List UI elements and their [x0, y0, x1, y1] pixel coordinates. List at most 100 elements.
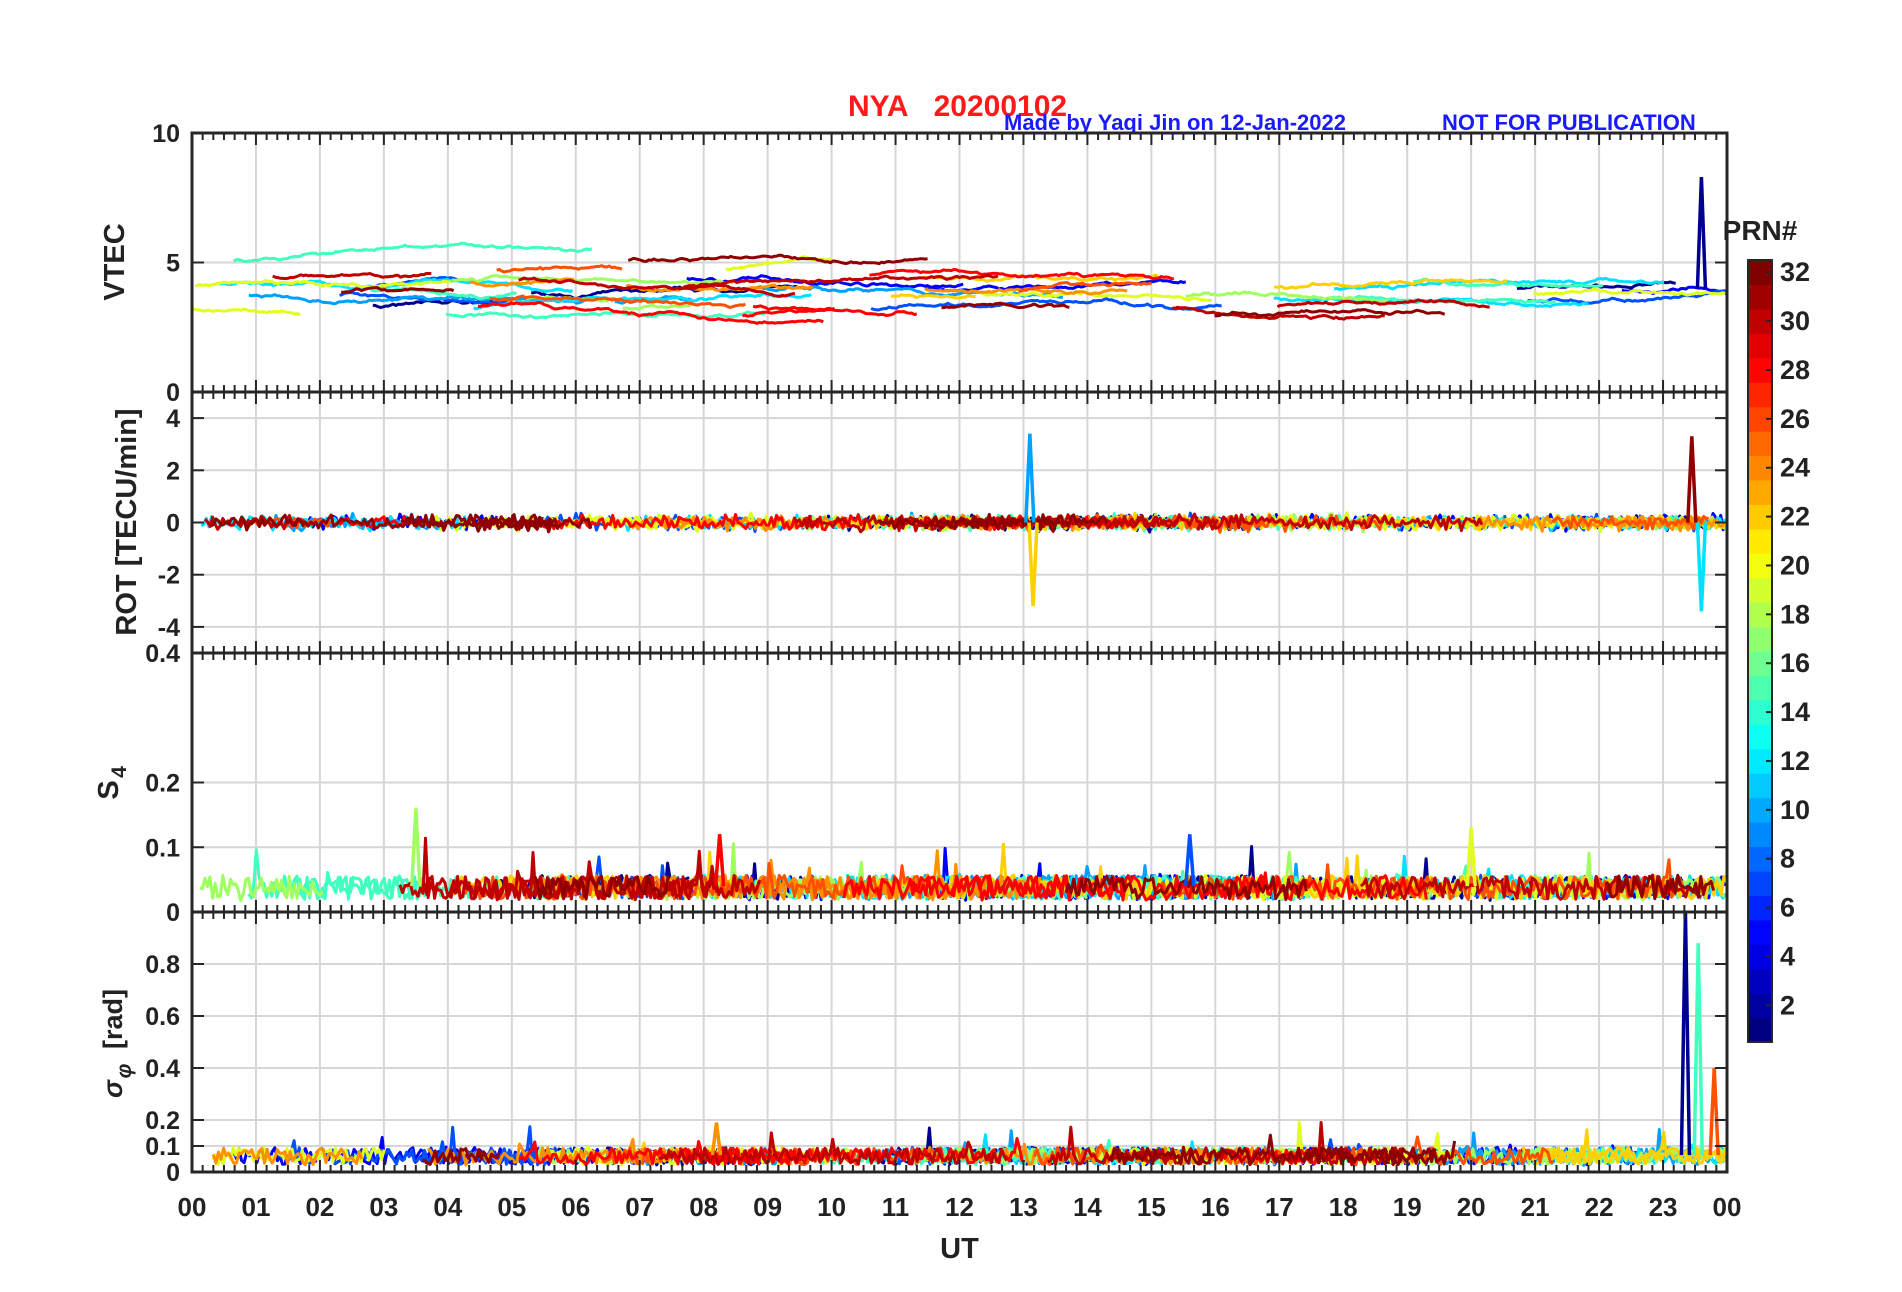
x-tick-label: 02 [305, 1192, 334, 1222]
x-tick-label: 01 [241, 1192, 270, 1222]
series-line [1196, 513, 1484, 533]
y-axis-label-phi-subscript: φ [113, 1063, 136, 1078]
y-axis-label-sigma-symbol: σ [98, 1079, 128, 1098]
date-label: 20200102 [933, 90, 1068, 123]
y-tick-label: 0.4 [145, 640, 180, 668]
figure-title: NYA 20200102 [848, 90, 1067, 124]
panel-rot: -4 -2 0 2 4 [158, 390, 1729, 655]
series-line [211, 1146, 386, 1166]
y-tick-label: -2 [158, 562, 180, 590]
y-tick-label: 0.6 [145, 1003, 180, 1031]
y-axis-label-main: S [93, 780, 125, 799]
colorbar-cell [1748, 333, 1772, 359]
series-line [1533, 287, 1726, 297]
y-axis-label-unit: [rad] [98, 989, 128, 1049]
colorbar-tick-label: 30 [1780, 306, 1810, 336]
series-line [1185, 290, 1389, 303]
x-tick-label: 13 [1009, 1192, 1038, 1222]
y-tick-label: 0.4 [145, 1055, 180, 1083]
colorbar-cell [1748, 1017, 1772, 1043]
series-line [489, 294, 746, 309]
series-line [1527, 289, 1727, 305]
series-line [422, 1147, 501, 1166]
y-tick-label: 0.2 [145, 770, 180, 798]
series-line [870, 297, 1222, 312]
series-line [199, 873, 324, 903]
peak-mark [1695, 176, 1708, 289]
panel-vtec: 0 5 10 [152, 120, 1729, 407]
series-group [211, 912, 1727, 1167]
peak-mark [410, 808, 422, 887]
colorbar-tick-label: 4 [1780, 941, 1795, 971]
series-line [1532, 1128, 1727, 1166]
colorbar-tick-label: 12 [1780, 746, 1810, 776]
series-line [466, 513, 552, 531]
colorbar-cell [1748, 968, 1772, 994]
y-axis-label-subscript: 4 [108, 766, 131, 778]
x-tick-label: 00 [1713, 1192, 1742, 1222]
y-axis-label-sigma: σφ [rad] [98, 989, 136, 1098]
series-line [192, 307, 301, 317]
series-line [1172, 305, 1386, 321]
series-line [1605, 873, 1716, 901]
series-line [341, 286, 455, 294]
colorbar-cell [1748, 773, 1772, 799]
x-tick-label: 07 [625, 1192, 654, 1222]
x-tick-label: 17 [1265, 1192, 1294, 1222]
series-line [445, 310, 767, 320]
series-group [199, 808, 1727, 903]
y-tick-label: 0.1 [145, 1133, 180, 1161]
x-tick-label: 09 [753, 1192, 782, 1222]
series-line [290, 871, 429, 901]
colorbar-tick-label: 2 [1780, 990, 1795, 1020]
x-tick-label: 00 [178, 1192, 207, 1222]
series-line [518, 276, 796, 298]
colorbar-cell [1748, 724, 1772, 750]
x-tick-label: 19 [1393, 1192, 1422, 1222]
y-tick-label: 5 [166, 250, 180, 278]
series-line [627, 253, 928, 266]
colorbar-tick-label: 6 [1780, 893, 1795, 923]
y-axis-label-s4: S4 [93, 766, 131, 800]
notice-text: NOT FOR PUBLICATION [1442, 110, 1696, 135]
series-line [1359, 873, 1702, 901]
series-line [1214, 308, 1446, 318]
series-group [192, 176, 1727, 325]
series-line [941, 301, 1070, 310]
colorbar-tick-label: 22 [1780, 502, 1810, 532]
colorbar-cell [1748, 626, 1772, 652]
series-line [211, 1146, 364, 1167]
x-tick-label: 04 [433, 1192, 462, 1222]
panel-sigma_phi: 00.10.2 0.4 0.6 0.8 [145, 910, 1729, 1187]
peak-mark [710, 1122, 723, 1156]
series-line [451, 274, 734, 286]
x-tick-label: 23 [1649, 1192, 1678, 1222]
colorbar-cell [1748, 919, 1772, 945]
colorbar-cell [1748, 870, 1772, 896]
y-tick-label: 0 [166, 510, 180, 538]
series-line [1551, 514, 1710, 531]
colorbar-cell [1748, 382, 1772, 408]
series-line [523, 513, 873, 532]
series-line [878, 512, 1109, 533]
colorbar-label: PRN# [1723, 215, 1798, 246]
peak-mark [1027, 522, 1039, 607]
series-line [1108, 1133, 1457, 1167]
x-tick-label: 08 [689, 1192, 718, 1222]
peak-mark [1695, 522, 1708, 612]
x-tick-label: 03 [369, 1192, 398, 1222]
peak-mark [1184, 834, 1196, 887]
series-line [1306, 1146, 1437, 1166]
y-axis-label: VTEC [99, 223, 131, 300]
y-tick-label: 2 [166, 457, 180, 485]
series-line [1273, 278, 1508, 290]
series-line [704, 1137, 1026, 1166]
colorbar-tick-label: 14 [1780, 697, 1810, 727]
colorbar-tick-label: 26 [1780, 404, 1810, 434]
x-tick-label: 21 [1521, 1192, 1550, 1222]
colorbar-tick-label: 24 [1780, 453, 1810, 483]
series-line [194, 279, 452, 289]
series-line [232, 241, 593, 263]
